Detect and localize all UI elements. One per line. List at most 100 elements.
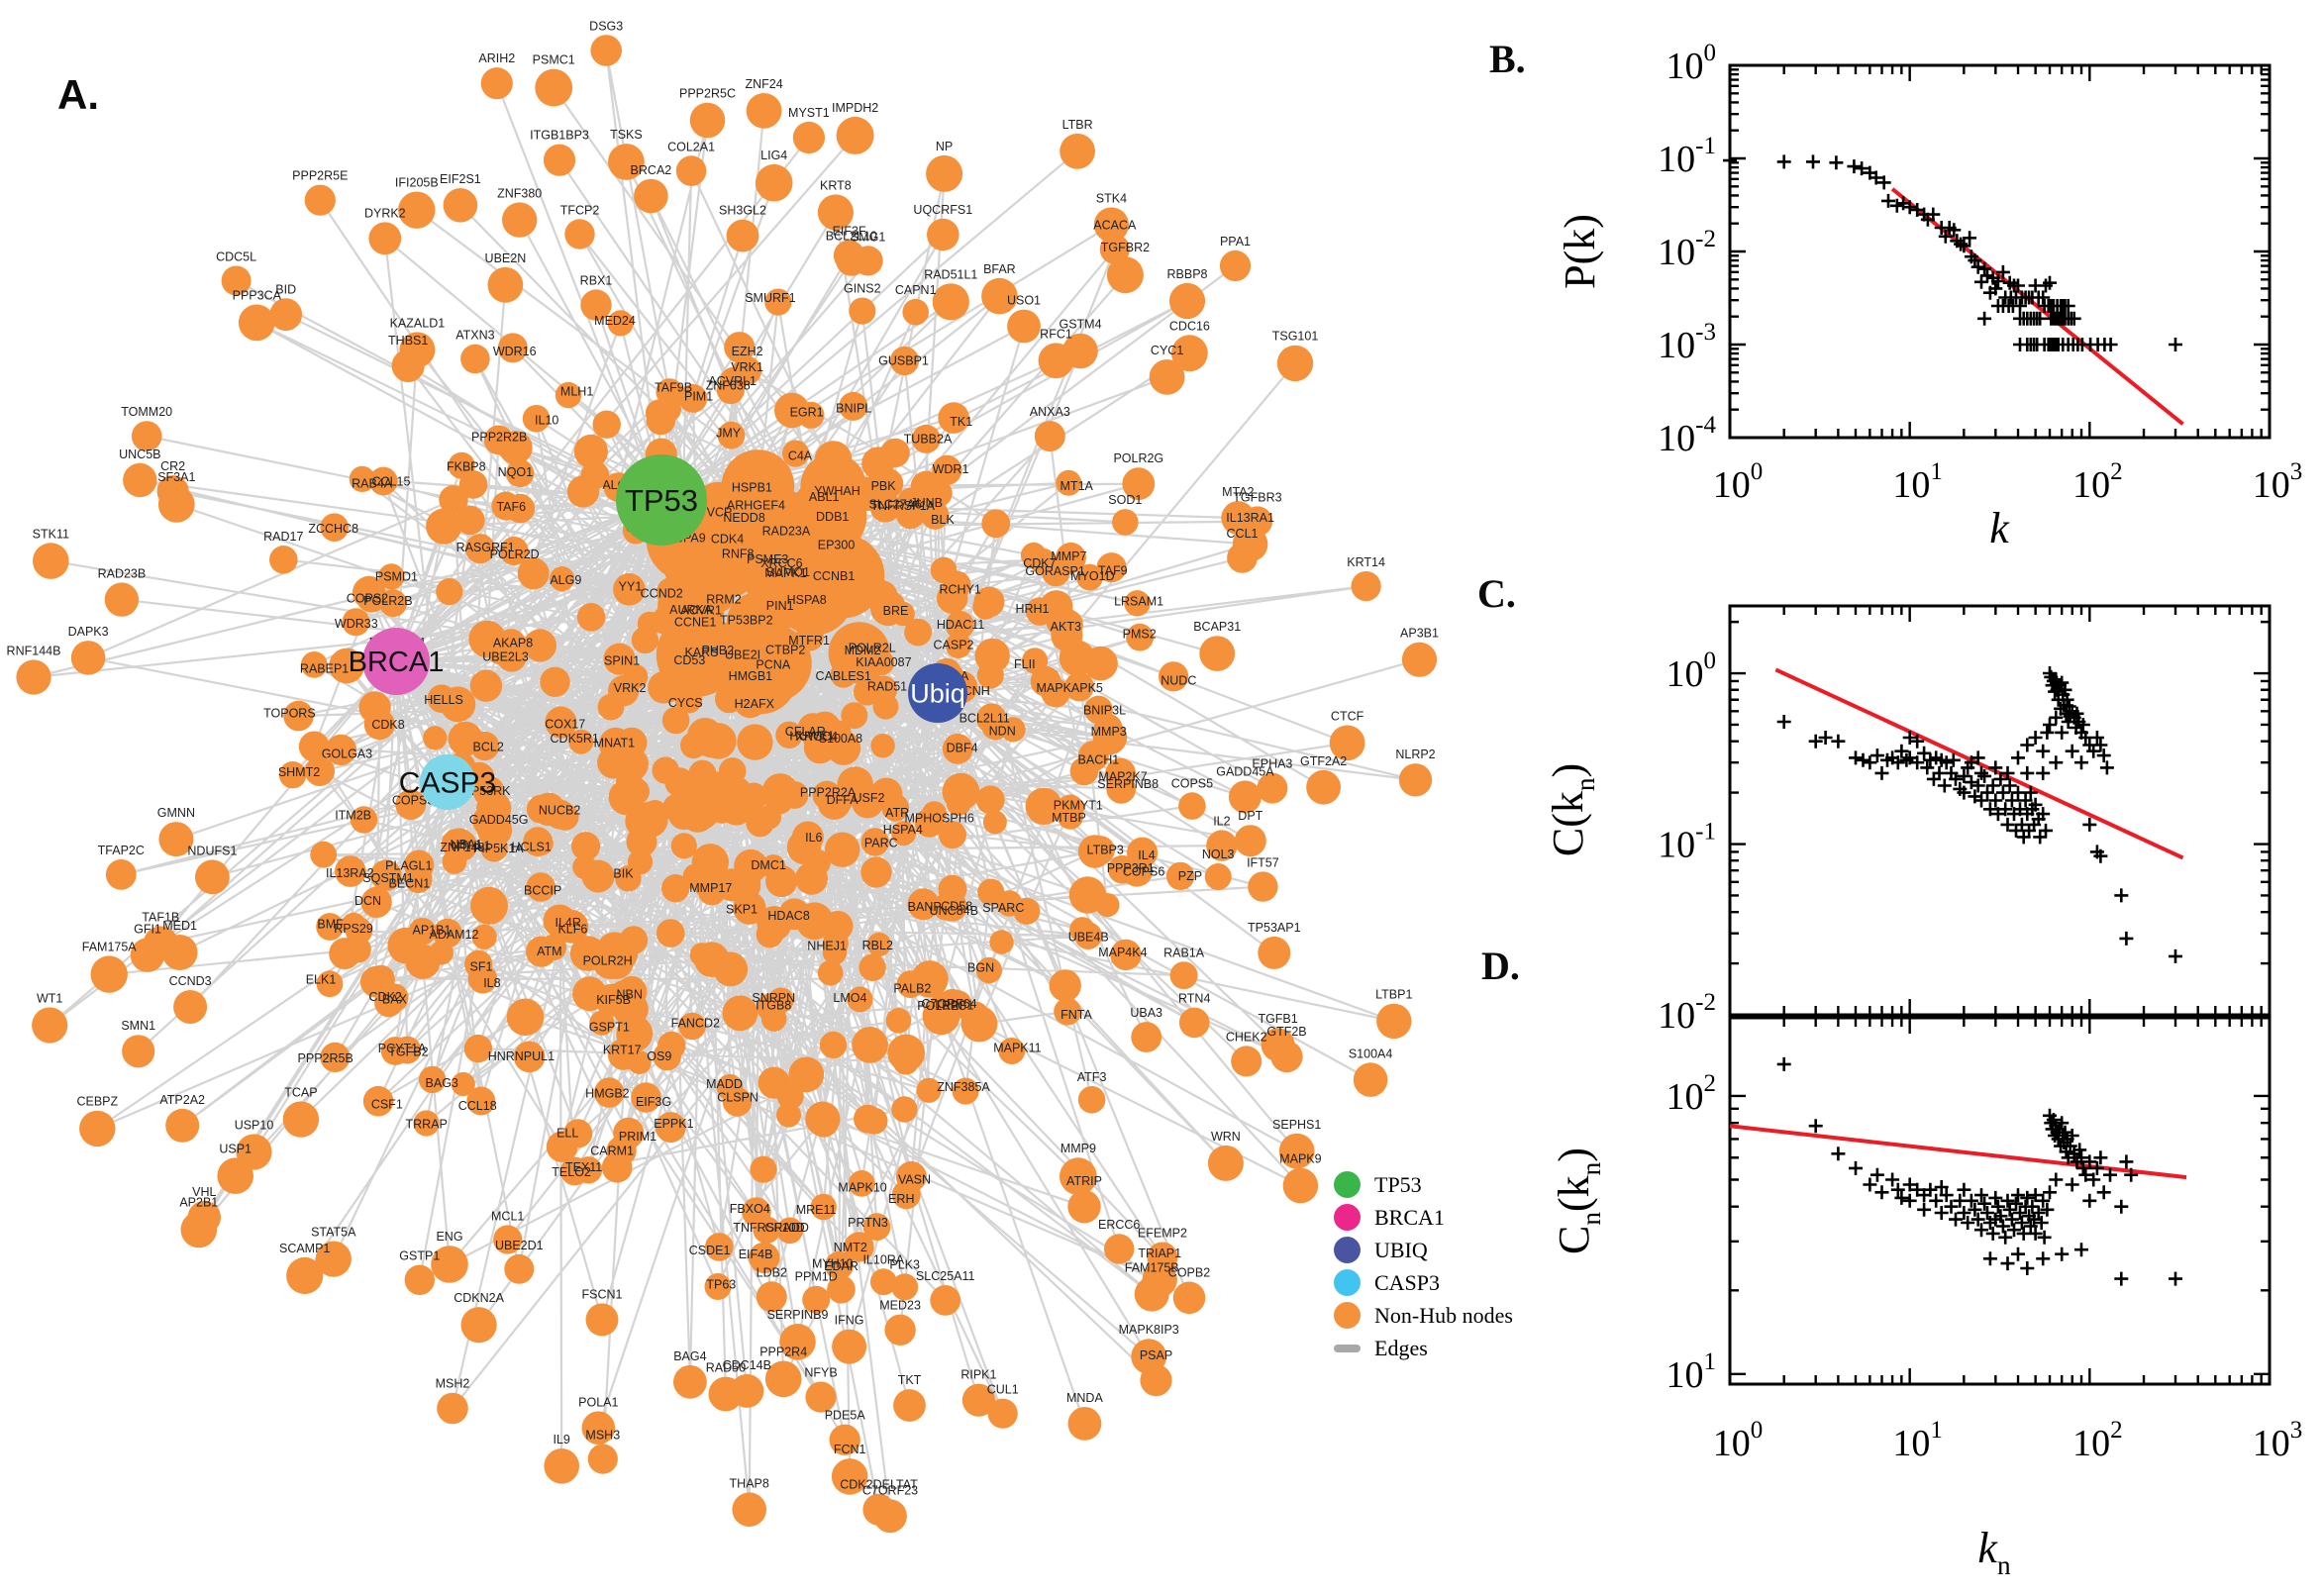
network-node-label: EP300 (818, 538, 856, 551)
network-node-label: MADD (706, 1077, 743, 1091)
network-node-label: GTF2B (1266, 1025, 1306, 1039)
network-node-label: KLF6 (557, 922, 587, 936)
network-node-label: PLAGL1 (385, 859, 432, 873)
network-node (597, 693, 625, 721)
panel-a-network: NEDD8 KARS PCNA DDB1 XRCC6 ARHGEF4 HSPB1 HMGB1 R… (7, 19, 1439, 1534)
network-node-label: DPT (1238, 809, 1262, 823)
network-node (608, 144, 645, 180)
network-node (651, 606, 680, 635)
network-node (555, 381, 582, 409)
network-node-label: PRIM1 (619, 1130, 656, 1144)
network-node (544, 1448, 579, 1484)
network-node-label: CR2 (160, 459, 185, 473)
network-node (753, 1216, 781, 1245)
network-node-label: YWHAH (814, 484, 860, 498)
hub-label-casp3: CASP3 (399, 767, 496, 800)
network-node (1020, 542, 1047, 568)
network-node-label: PHB2 (702, 644, 735, 657)
network-node-label: PPP2R4 (759, 1346, 807, 1359)
network-node (930, 1285, 961, 1316)
network-node (569, 936, 606, 971)
network-node-label: BCL2L10 (826, 230, 877, 244)
network-node (792, 121, 826, 154)
network-node (911, 960, 949, 998)
network-node-label: UBE2I (725, 648, 760, 662)
network-node (891, 1096, 918, 1123)
network-node-label: USF2 (854, 791, 885, 805)
network-node-label: KAZALD1 (390, 316, 446, 330)
network-node (278, 761, 307, 789)
network-node-label: NUDC (1161, 674, 1196, 688)
network-node (467, 963, 498, 994)
network-node-label: PPP2R2B (471, 430, 527, 444)
network-node-label: POLA1 (578, 1395, 618, 1409)
network-node (795, 861, 828, 895)
network-node (675, 155, 707, 186)
network-node-label: IFT57 (1247, 856, 1279, 870)
network-node-label: VCP (707, 505, 733, 519)
legend-label: TP53 (1374, 1171, 1422, 1197)
network-node (737, 724, 773, 760)
network-node (523, 629, 557, 662)
network-node-label: TUBB2A (904, 432, 953, 446)
panel-c-label: C. (1477, 571, 1516, 616)
network-node (627, 849, 654, 875)
network-node-label: RBL2 (862, 939, 893, 952)
network-node (795, 902, 834, 941)
network-node (665, 643, 697, 675)
network-node (442, 849, 467, 874)
network-node-label: STK11 (33, 527, 69, 541)
network-node (325, 734, 357, 766)
network-node-label: NOL3 (1202, 848, 1235, 861)
network-node-label: CRADD (764, 1221, 808, 1235)
network-node-labels: NEDD8 KARS PCNA DDB1 XRCC6 ARHGEF4 HSPB1 HMGB1 R… (7, 19, 1439, 1497)
network-node-label: JMY (716, 427, 742, 441)
network-node-label: ATP2A2 (159, 1093, 205, 1107)
network-node (436, 578, 463, 606)
network-node-label: MAPK8IP3 (1119, 1323, 1179, 1337)
network-node (836, 116, 874, 154)
axis-title: C(kn) (1544, 763, 1600, 856)
network-node (714, 622, 742, 649)
network-node-label: BAG4 (673, 1349, 706, 1363)
network-node-label: CEBPZ (76, 1095, 118, 1109)
network-node (782, 440, 810, 467)
network-node (464, 534, 495, 564)
network-node (1124, 590, 1151, 617)
network-node (837, 766, 873, 803)
network-node (732, 540, 762, 570)
network-node (574, 1156, 603, 1184)
network-node-label: CDK2DELTAT (840, 1478, 918, 1492)
network-node (1060, 133, 1095, 169)
network-node (1092, 720, 1128, 755)
network-node-label: BIK (613, 867, 634, 881)
network-node-label: TFAP2C (98, 844, 145, 857)
network-node (764, 785, 794, 815)
network-node (1329, 725, 1365, 761)
network-node-label: KARS (684, 646, 718, 659)
network-node-label: RAD50 (706, 1361, 746, 1375)
network-node (829, 1424, 860, 1456)
network-node (774, 392, 810, 429)
network-node (889, 346, 920, 376)
network-node-label: ZNF24 (745, 77, 782, 91)
network-node-label: HCLS1 (512, 840, 552, 853)
network-node (1106, 256, 1144, 294)
network-node (315, 1241, 352, 1277)
network-node-label: TNFRSF10D (733, 1221, 804, 1235)
network-node-label: DCN (354, 894, 381, 908)
network-node (310, 841, 338, 868)
tick-label: 100 (1666, 648, 1717, 695)
network-node-label: MAP4K4 (1098, 946, 1147, 959)
network-node (165, 1108, 200, 1143)
nonhub-node-swatch-icon (1334, 1302, 1361, 1329)
network-node-label: ACVRL1 (708, 374, 757, 388)
network-node (916, 1077, 942, 1103)
network-node-label: CDK2 (369, 990, 402, 1004)
network-node (398, 191, 436, 229)
network-node (517, 557, 550, 590)
network-node-label: VRK1 (731, 360, 763, 374)
network-node-label: COPS3 (392, 793, 434, 807)
network-hubs: TP53 BRCA1 CASP3 Ubiq (349, 454, 967, 810)
network-node-label: ACVR1 (680, 603, 722, 617)
